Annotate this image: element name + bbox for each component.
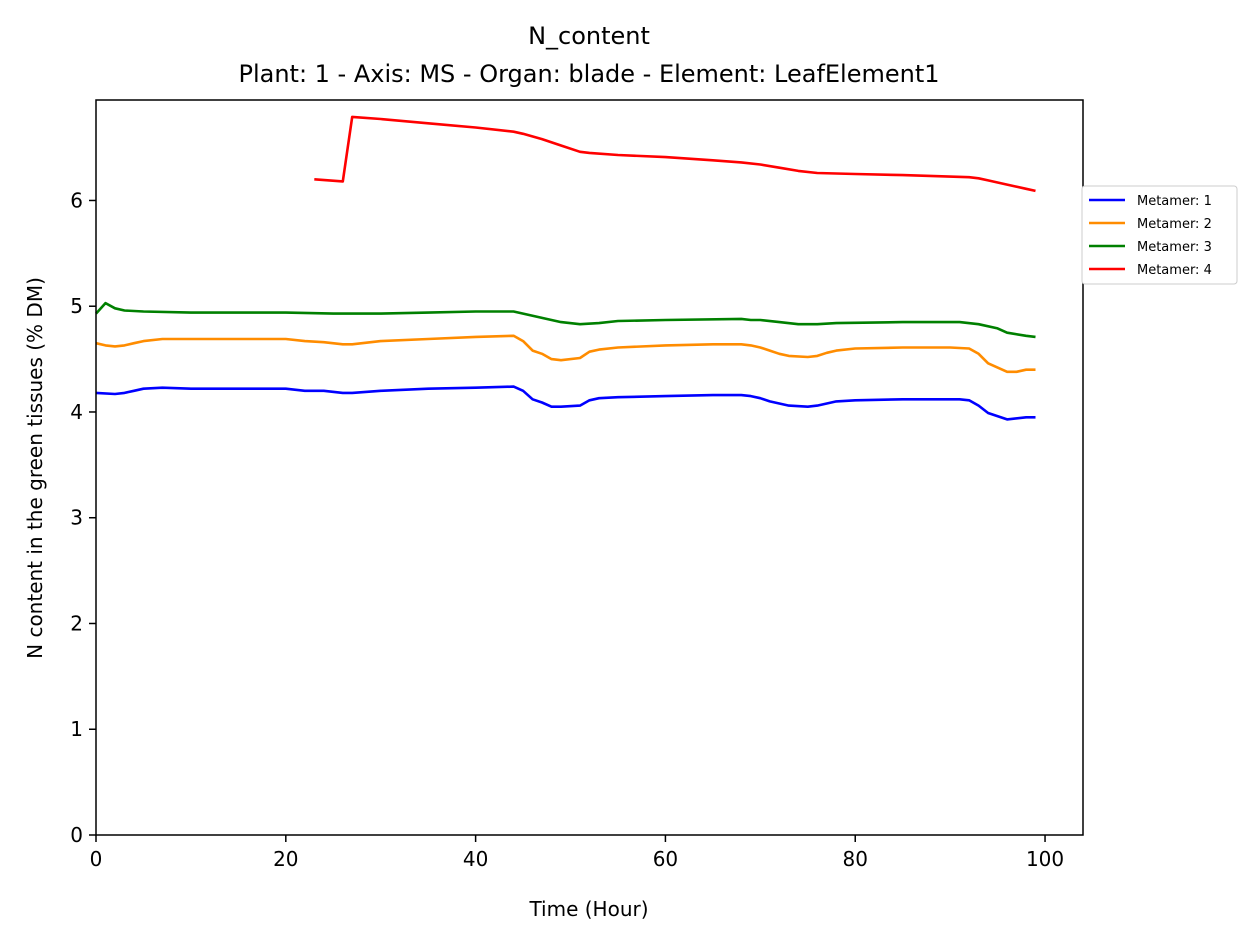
legend-label: Metamer: 2: [1137, 217, 1212, 232]
x-axis-label: Time (Hour): [528, 897, 648, 921]
x-tick-label: 80: [843, 847, 868, 871]
y-tick-label: 4: [70, 400, 83, 424]
y-tick-label: 5: [70, 294, 83, 318]
legend-box: [1081, 185, 1238, 285]
y-tick-label: 6: [70, 188, 83, 212]
plot-frame: [95, 99, 1084, 836]
x-axis-ticks: 0 20 40 60 80 100: [90, 835, 1064, 871]
plot-area: [95, 99, 1084, 836]
x-tick-label: 0: [90, 847, 103, 871]
chart-title: N_content: [528, 22, 650, 50]
legend-label: Metamer: 3: [1137, 240, 1212, 255]
series-line-metamer-1: [95, 385, 1036, 421]
x-tick-label: 20: [273, 847, 298, 871]
x-tick-label: 60: [653, 847, 678, 871]
x-tick-label: 40: [463, 847, 488, 871]
y-tick-label: 3: [70, 506, 83, 530]
y-axis-label: N content in the green tissues (% DM): [23, 277, 47, 659]
series-layer: [95, 115, 1036, 421]
legend-label: Metamer: 1: [1137, 194, 1212, 209]
chart-subtitle: Plant: 1 - Axis: MS - Organ: blade - Ele…: [238, 60, 939, 88]
legend-items: Metamer: 1 Metamer: 2 Metamer: 3 Metamer: 4: [1089, 194, 1212, 278]
series-line-metamer-4: [314, 115, 1036, 193]
y-tick-label: 1: [70, 717, 83, 741]
legend: Metamer: 1 Metamer: 2 Metamer: 3 Metamer: 4: [1081, 185, 1238, 285]
legend-label: Metamer: 4: [1137, 263, 1212, 278]
y-tick-label: 2: [70, 611, 83, 635]
series-line-metamer-2: [95, 334, 1036, 374]
y-tick-label: 0: [70, 823, 83, 847]
series-line-metamer-3: [95, 301, 1036, 339]
y-axis-ticks: 0 1 2 3 4 5 6: [70, 188, 96, 847]
x-tick-label: 100: [1026, 847, 1064, 871]
